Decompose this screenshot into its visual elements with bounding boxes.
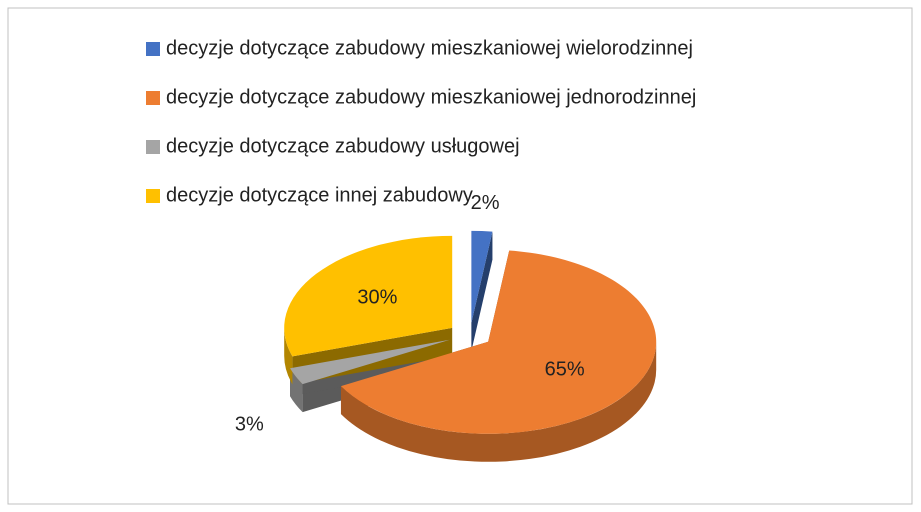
data-label: 65% <box>545 359 585 381</box>
slice <box>284 235 453 357</box>
slice <box>340 250 657 434</box>
slice-wall <box>471 231 493 351</box>
data-label: 2% <box>471 192 500 214</box>
legend-swatch <box>146 42 160 56</box>
data-label: 3% <box>235 414 264 436</box>
legend-swatch <box>146 91 160 105</box>
slice-side <box>284 327 293 385</box>
slice <box>471 230 493 323</box>
slice <box>290 339 450 385</box>
slice-side <box>290 368 303 413</box>
legend-label: decyzje dotyczące zabudowy mieszkaniowej… <box>166 37 693 59</box>
legend-label: decyzje dotyczące zabudowy mieszkaniowej… <box>166 86 696 108</box>
legend-label: decyzje dotyczące innej zabudowy <box>166 184 473 206</box>
legend-swatch <box>146 189 160 203</box>
data-label: 30% <box>357 286 397 308</box>
slice-side <box>340 341 657 462</box>
legend-swatch <box>146 140 160 154</box>
legend-label: decyzje dotyczące zabudowy usługowej <box>166 135 520 157</box>
